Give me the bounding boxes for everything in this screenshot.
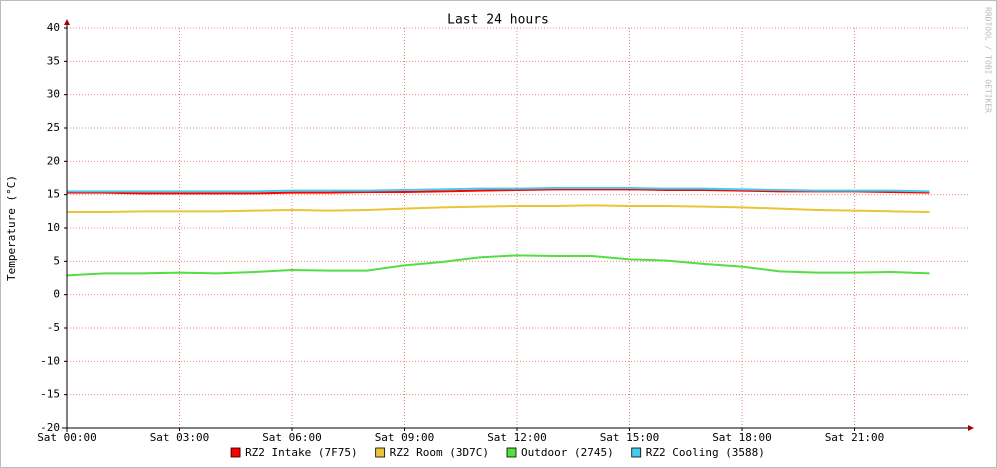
legend-label: RZ2 Intake (7F75) [245,446,358,459]
series-line [67,204,930,213]
x-tick-label: Sat 18:00 [712,431,772,444]
series-line [67,188,930,195]
legend-item: RZ2 Room (3D7C) [375,446,489,459]
y-tick-label: 20 [47,154,60,167]
y-tick-label: 15 [47,188,60,201]
y-tick-label: -15 [40,388,60,401]
watermark: RRDTOOL / TOBI OETIKER [984,7,993,113]
legend-label: Outdoor (2745) [521,446,614,459]
y-axis-label: Temperature (°C) [5,175,18,281]
x-tick-label: Sat 09:00 [375,431,435,444]
x-tick-label: Sat 21:00 [825,431,885,444]
x-tick-label: Sat 12:00 [487,431,547,444]
x-tick-label: Sat 06:00 [262,431,322,444]
y-tick-label: 0 [53,288,60,301]
chart-title: Last 24 hours [447,13,549,28]
series-line [66,254,930,277]
y-tick-label: -20 [40,421,60,434]
y-axis-arrow [64,19,70,25]
y-tick-label: 30 [47,88,60,101]
legend-label: RZ2 Cooling (3588) [646,446,765,459]
series-lines [66,187,930,277]
legend-swatch [631,447,642,458]
legend-swatch [375,447,386,458]
legend-item: RZ2 Intake (7F75) [230,446,358,459]
y-tick-label: -10 [40,354,60,367]
legend: RZ2 Intake (7F75) RZ2 Room (3D7C) Outdoor … [230,446,765,459]
y-tick-label: 40 [47,21,60,34]
y-tick-label: 5 [53,254,60,267]
series-line [67,187,930,193]
legend-item: Outdoor (2745) [506,446,614,459]
grid [66,27,968,429]
legend-item: RZ2 Cooling (3588) [631,446,765,459]
legend-swatch [506,447,517,458]
x-tick-label: Sat 00:00 [37,431,97,444]
legend-swatch [230,447,241,458]
y-tick-label: 35 [47,54,60,67]
y-tick-label: -5 [47,321,60,334]
legend-label: RZ2 Room (3D7C) [390,446,489,459]
x-tick-label: Sat 03:00 [150,431,210,444]
x-axis-arrow [968,425,974,431]
y-tick-label: 25 [47,121,60,134]
y-tick-label: 10 [47,221,60,234]
x-tick-label: Sat 15:00 [600,431,660,444]
